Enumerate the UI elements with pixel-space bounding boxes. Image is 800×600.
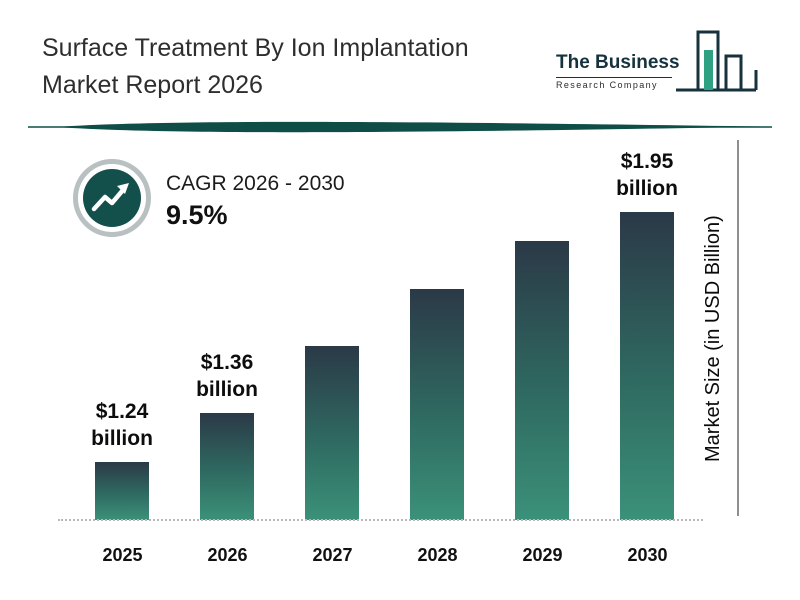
- value-label-2026: $1.36 billion: [167, 349, 287, 403]
- x-label-2026: 2026: [207, 545, 248, 565]
- value-amount: $1.36: [200, 351, 254, 374]
- bar-2026: [200, 413, 254, 520]
- title-line-2: Market Report 2026: [42, 71, 263, 99]
- x-axis-dotted-baseline: [58, 519, 703, 521]
- logo-divider-line: [556, 77, 672, 78]
- x-label-2027: 2027: [312, 545, 353, 565]
- bar-chart-logo-icon: [676, 30, 758, 92]
- bar-2025: [95, 462, 149, 520]
- page-title: Surface Treatment By Ion Implantation Ma…: [42, 30, 562, 104]
- bar-2027: [305, 346, 359, 520]
- value-label-2025: $1.24 billion: [62, 398, 182, 452]
- value-unit: billion: [196, 378, 258, 401]
- logo-company-name: The Business: [556, 52, 680, 73]
- value-amount: $1.24: [95, 400, 149, 423]
- value-label-2030: $1.95 billion: [587, 148, 707, 202]
- growth-trend-icon: [73, 159, 151, 237]
- bar-2028: [410, 289, 464, 520]
- x-label-2028: 2028: [417, 545, 458, 565]
- x-label-2030: 2030: [627, 545, 668, 565]
- cagr-period-label: CAGR 2026 - 2030: [166, 172, 345, 195]
- header-divider-swoosh: [28, 121, 772, 133]
- logo-company-subname: Research Company: [556, 80, 658, 90]
- cagr-value: 9.5%: [166, 200, 228, 230]
- value-amount: $1.95: [620, 150, 674, 173]
- value-unit: billion: [91, 427, 153, 450]
- logo-text-block: The Business Research Company: [556, 52, 680, 90]
- company-logo: The Business Research Company: [556, 26, 766, 110]
- x-label-2029: 2029: [522, 545, 563, 565]
- value-unit: billion: [616, 177, 678, 200]
- y-axis-label: Market Size (in USD Billion): [702, 215, 724, 463]
- y-axis-line: [737, 140, 739, 516]
- x-label-2025: 2025: [102, 545, 143, 565]
- bar-2030: [620, 212, 674, 520]
- bar-2029: [515, 241, 569, 520]
- title-line-1: Surface Treatment By Ion Implantation: [42, 34, 469, 62]
